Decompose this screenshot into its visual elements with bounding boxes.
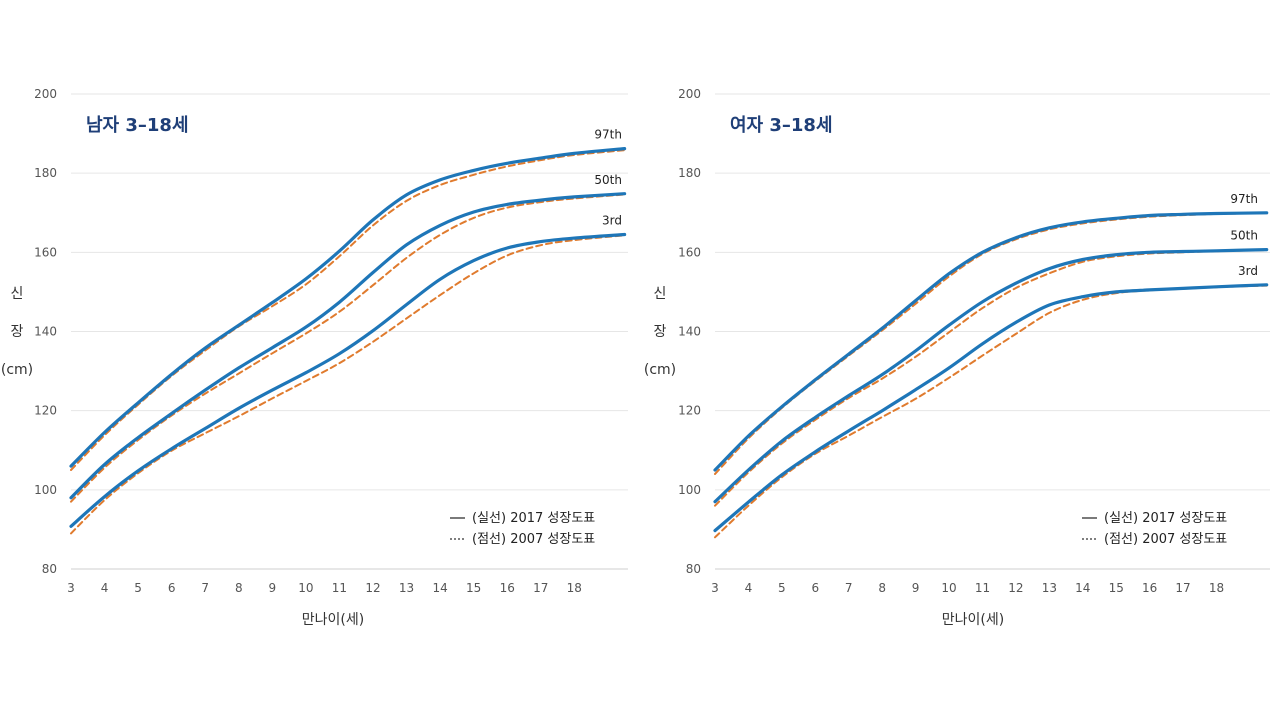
percentile-label: 50th [594, 173, 622, 187]
x-tick-label: 6 [168, 581, 176, 595]
x-tick-label: 15 [1109, 581, 1124, 595]
x-tick-label: 5 [778, 581, 786, 595]
series-line-3rd-dashed [714, 284, 1268, 539]
x-tick-label: 8 [878, 581, 886, 595]
x-tick-label: 17 [533, 581, 548, 595]
legend-label: (실선) 2017 성장도표 [1104, 511, 1227, 526]
x-tick-label: 8 [235, 581, 243, 595]
percentile-label: 3rd [602, 214, 622, 228]
x-tick-label: 9 [269, 581, 277, 595]
x-tick-label: 16 [500, 581, 515, 595]
x-tick-label: 3 [67, 581, 75, 595]
y-tick-label: 120 [678, 404, 701, 418]
legend-label: (점선) 2007 성장도표 [1104, 532, 1227, 547]
y-axis-label: 신 장 (cm) [644, 286, 676, 378]
x-tick-label: 11 [975, 581, 990, 595]
x-tick-label: 13 [399, 581, 414, 595]
y-tick-label: 80 [42, 562, 57, 576]
girls-height-chart: 80 100 120 140 160 180 200 3 4 5 6 7 8 9 10 11 12 13 14 15 1… [644, 87, 1270, 628]
x-tick-label: 11 [332, 581, 347, 595]
x-tick-label: 15 [466, 581, 481, 595]
x-tick-label: 14 [1075, 581, 1090, 595]
x-tick-label: 7 [845, 581, 853, 595]
x-tick-label: 10 [941, 581, 956, 595]
x-tick-label: 6 [811, 581, 819, 595]
series-line-3rd-solid [69, 232, 627, 528]
y-tick-label: 140 [34, 325, 57, 339]
x-tick-label: 12 [1008, 581, 1023, 595]
x-tick-label: 18 [567, 581, 582, 595]
series-line-3rd-dashed [70, 234, 626, 535]
x-tick-label: 9 [912, 581, 920, 595]
boys-height-chart: 80 100 120 140 160 180 200 3 4 5 6 7 8 9 10 11 12 13 14 15 1… [1, 87, 628, 628]
x-tick-label: 4 [745, 581, 753, 595]
percentile-label: 97th [1230, 192, 1258, 206]
series-line-50th-solid [713, 248, 1269, 504]
x-tick-label: 4 [101, 581, 109, 595]
chart-title: 남자 3–18세 [86, 115, 189, 136]
x-axis-label: 만나이(세) [942, 612, 1004, 628]
legend-label: (실선) 2017 성장도표 [472, 511, 595, 526]
y-tick-label: 100 [34, 483, 57, 497]
x-tick-label: 18 [1209, 581, 1224, 595]
x-tick-label: 3 [711, 581, 719, 595]
percentile-label: 97th [594, 128, 622, 142]
y-tick-label: 140 [678, 325, 701, 339]
percentile-label: 3rd [1238, 264, 1258, 278]
chart-title: 여자 3–18세 [730, 115, 833, 136]
series-line-50th-solid [69, 192, 627, 500]
y-tick-label: 200 [34, 87, 57, 101]
y-tick-label: 160 [34, 245, 57, 259]
x-axis-label: 만나이(세) [302, 612, 364, 628]
series-line-97th-solid [713, 211, 1269, 472]
x-tick-label: 13 [1042, 581, 1057, 595]
y-tick-label: 100 [678, 483, 701, 497]
y-tick-label: 200 [678, 87, 701, 101]
x-tick-label: 12 [365, 581, 380, 595]
series-line-97th-solid [69, 147, 627, 468]
y-tick-label: 180 [678, 166, 701, 180]
y-tick-label: 180 [34, 166, 57, 180]
y-tick-label: 120 [34, 404, 57, 418]
legend-label: (점선) 2007 성장도표 [472, 532, 595, 547]
x-tick-label: 14 [432, 581, 447, 595]
series-line-3rd-solid [713, 283, 1269, 533]
percentile-label: 50th [1230, 229, 1258, 243]
x-tick-label: 17 [1175, 581, 1190, 595]
x-tick-label: 7 [201, 581, 209, 595]
x-tick-label: 10 [298, 581, 313, 595]
y-tick-label: 160 [678, 245, 701, 259]
x-tick-label: 16 [1142, 581, 1157, 595]
series-line-97th-dashed [70, 149, 626, 471]
x-tick-label: 5 [134, 581, 142, 595]
y-axis-label: 신 장 (cm) [1, 286, 33, 378]
y-tick-label: 80 [686, 562, 701, 576]
